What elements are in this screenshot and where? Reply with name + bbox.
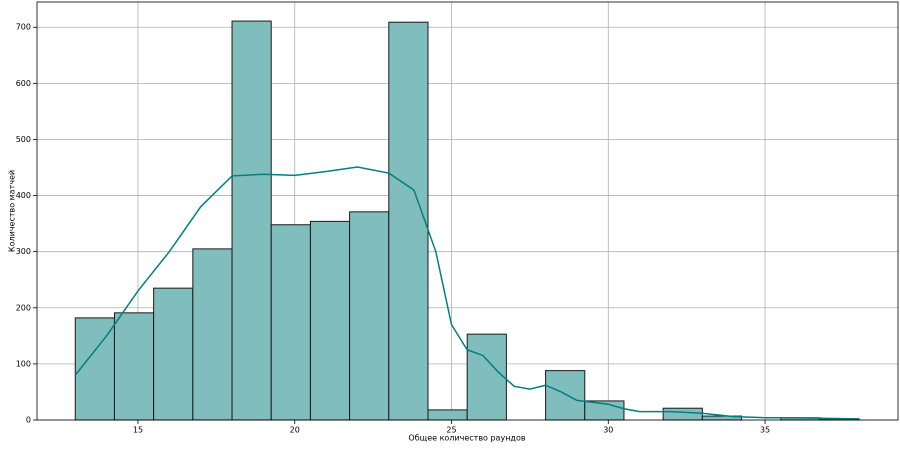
bar bbox=[309, 220, 351, 421]
bar bbox=[192, 248, 233, 421]
y-tick-label: 100 bbox=[16, 359, 31, 368]
bar bbox=[466, 333, 507, 421]
bar bbox=[349, 211, 390, 421]
bar bbox=[153, 287, 194, 421]
x-tick-label: 35 bbox=[760, 426, 770, 435]
x-tick-label: 25 bbox=[446, 426, 456, 435]
x-axis-label: Общее количество раундов bbox=[408, 434, 525, 443]
x-tick-label: 15 bbox=[133, 426, 143, 435]
y-tick-label: 400 bbox=[16, 191, 31, 200]
y-tick-label: 0 bbox=[26, 416, 31, 425]
y-tick-label: 300 bbox=[16, 247, 31, 256]
bar bbox=[662, 407, 703, 421]
bar bbox=[113, 312, 155, 421]
plot-frame bbox=[36, 1, 899, 421]
x-tick-label: 20 bbox=[290, 426, 300, 435]
y-tick-label: 600 bbox=[16, 79, 31, 88]
bar bbox=[427, 409, 468, 421]
bar bbox=[545, 370, 586, 421]
y-tick-label: 700 bbox=[16, 23, 31, 32]
y-tick-label: 200 bbox=[16, 303, 31, 312]
bar bbox=[270, 224, 311, 421]
y-axis-label: Количество матчей bbox=[8, 170, 17, 252]
y-tick-label: 500 bbox=[16, 135, 31, 144]
x-tick-label: 30 bbox=[603, 426, 613, 435]
kde-line bbox=[74, 166, 860, 420]
bar bbox=[231, 20, 272, 421]
bar bbox=[388, 21, 429, 421]
